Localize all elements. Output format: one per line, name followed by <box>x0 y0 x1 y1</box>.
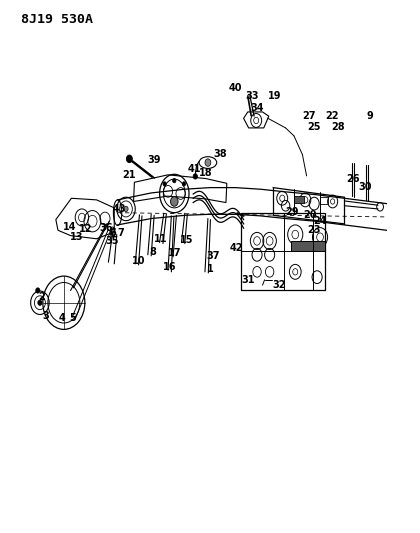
Text: 27: 27 <box>302 111 315 121</box>
Text: 41: 41 <box>187 164 201 174</box>
Text: 7: 7 <box>118 228 124 238</box>
Bar <box>294 196 304 203</box>
Circle shape <box>193 174 197 179</box>
Text: 22: 22 <box>325 111 339 121</box>
Text: 13: 13 <box>70 232 83 242</box>
Text: 26: 26 <box>346 174 360 183</box>
Text: 14: 14 <box>63 222 76 231</box>
Circle shape <box>38 300 42 305</box>
Text: 28: 28 <box>331 122 345 132</box>
Circle shape <box>173 179 176 183</box>
Circle shape <box>163 182 166 186</box>
Text: 8: 8 <box>149 247 156 256</box>
Circle shape <box>124 206 128 212</box>
Circle shape <box>36 288 40 293</box>
Bar <box>241 213 326 290</box>
Text: 25: 25 <box>307 122 321 132</box>
Text: 37: 37 <box>207 251 220 261</box>
Text: 11: 11 <box>154 234 167 244</box>
Text: 19: 19 <box>268 91 282 101</box>
Text: 18: 18 <box>199 168 213 177</box>
Text: 21: 21 <box>123 170 136 180</box>
Text: 42: 42 <box>229 243 243 253</box>
Text: 4: 4 <box>59 313 66 323</box>
Text: 23: 23 <box>307 225 321 235</box>
Text: 3: 3 <box>42 311 49 320</box>
Circle shape <box>126 155 132 163</box>
Circle shape <box>205 159 211 166</box>
Bar <box>291 241 325 251</box>
Text: 38: 38 <box>214 149 227 158</box>
Text: 17: 17 <box>168 248 181 258</box>
Text: 1: 1 <box>207 264 213 274</box>
Bar <box>241 251 326 290</box>
Text: 39: 39 <box>148 155 161 165</box>
Text: 9: 9 <box>366 111 373 121</box>
Text: 2: 2 <box>38 293 45 302</box>
Circle shape <box>171 197 178 206</box>
Text: 43: 43 <box>113 204 126 214</box>
Text: 40: 40 <box>228 83 242 93</box>
Text: 24: 24 <box>313 216 327 226</box>
Text: 15: 15 <box>180 235 194 245</box>
Text: 8J19 530A: 8J19 530A <box>21 13 93 26</box>
Text: 16: 16 <box>163 262 177 271</box>
Text: 10: 10 <box>132 256 145 266</box>
Circle shape <box>182 182 186 186</box>
Text: 33: 33 <box>245 91 259 101</box>
Text: 32: 32 <box>273 280 286 290</box>
Text: 34: 34 <box>251 103 264 112</box>
Text: 31: 31 <box>241 275 255 285</box>
Text: 30: 30 <box>359 182 372 191</box>
Text: 12: 12 <box>79 224 93 234</box>
Text: 35: 35 <box>106 236 119 246</box>
Text: 6: 6 <box>109 228 116 238</box>
Text: 36: 36 <box>100 223 113 233</box>
Text: 29: 29 <box>285 207 299 216</box>
Bar <box>320 197 328 204</box>
Text: 5: 5 <box>69 313 76 323</box>
Text: 20: 20 <box>303 211 317 220</box>
